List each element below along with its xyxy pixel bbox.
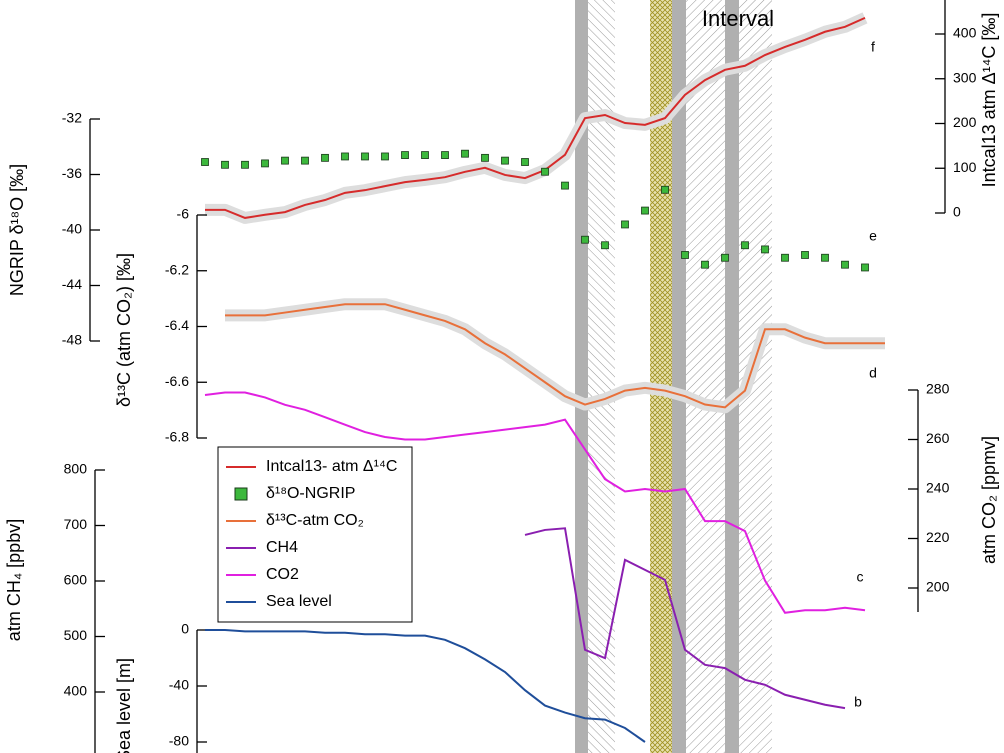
point bbox=[361, 152, 369, 161]
legend-label: CH4 bbox=[266, 539, 298, 556]
point bbox=[281, 156, 289, 165]
y-tick-label: -40 bbox=[169, 677, 189, 693]
y-tick-label: 500 bbox=[64, 627, 88, 643]
y-tick-label: 200 bbox=[953, 114, 977, 130]
y-tick-label: 800 bbox=[64, 461, 88, 477]
y-axis-label: δ¹³C (atm CO₂) [‰] bbox=[114, 253, 134, 407]
panel-letter: b bbox=[854, 694, 862, 710]
point bbox=[841, 260, 849, 269]
series-line bbox=[524, 527, 846, 710]
y-tick-label: -6 bbox=[177, 206, 190, 222]
point bbox=[241, 160, 249, 169]
point bbox=[581, 235, 589, 244]
point bbox=[621, 220, 629, 229]
point bbox=[221, 160, 229, 169]
point bbox=[301, 156, 309, 165]
y-tick-label: 200 bbox=[926, 579, 950, 595]
point bbox=[641, 206, 649, 215]
legend-label: Intcal13- atm Δ¹⁴C bbox=[266, 458, 397, 475]
y-tick-label: -32 bbox=[62, 110, 82, 126]
y-tick-label: 400 bbox=[64, 683, 88, 699]
point bbox=[781, 253, 789, 262]
interval-label: Interval bbox=[702, 6, 774, 31]
y-tick-label: 220 bbox=[926, 529, 950, 545]
point bbox=[681, 251, 689, 259]
point bbox=[561, 181, 569, 190]
point bbox=[401, 151, 409, 159]
y-tick-label: 400 bbox=[953, 25, 977, 41]
point bbox=[721, 253, 729, 262]
y-tick-label: 0 bbox=[181, 621, 189, 637]
grey-band bbox=[725, 0, 739, 753]
legend-label: δ¹⁸O-NGRIP bbox=[266, 485, 355, 502]
point bbox=[661, 185, 669, 194]
uncertainty-band bbox=[225, 298, 885, 414]
y-tick-label: -40 bbox=[62, 221, 82, 237]
grey-band bbox=[672, 0, 686, 753]
point bbox=[461, 149, 469, 158]
panel-letter: e bbox=[869, 228, 877, 244]
y-tick-label: 0 bbox=[953, 204, 961, 220]
panel-letter: f bbox=[871, 39, 875, 55]
point bbox=[501, 156, 509, 165]
y-tick-label: -6.8 bbox=[165, 429, 189, 445]
y-tick-label: -6.4 bbox=[165, 317, 189, 333]
y-axis-label: Sea level [m] bbox=[114, 658, 134, 753]
point bbox=[701, 260, 709, 269]
point bbox=[821, 253, 829, 262]
y-axis-label: Intcal13 atm Δ¹⁴C [‰] bbox=[979, 13, 999, 188]
legend-label: δ¹³C-atm CO₂ bbox=[266, 512, 364, 529]
y-tick-label: 600 bbox=[64, 572, 88, 588]
point bbox=[381, 152, 389, 161]
y-tick-label: 300 bbox=[953, 69, 977, 85]
y-tick-label: -6.6 bbox=[165, 373, 189, 389]
y-tick-label: -6.2 bbox=[165, 261, 189, 277]
y-axis-label: NGRIP δ¹⁸O [‰] bbox=[7, 164, 27, 296]
point bbox=[861, 263, 869, 272]
y-axis-label: atm CH₄ [ppbv] bbox=[4, 519, 24, 641]
y-tick-label: -80 bbox=[169, 733, 189, 749]
legend-label: Sea level bbox=[266, 593, 332, 610]
legend-label: CO2 bbox=[266, 566, 299, 583]
legend-swatch bbox=[234, 487, 248, 501]
point bbox=[521, 158, 529, 166]
point bbox=[321, 153, 329, 162]
legend: Intcal13- atm Δ¹⁴C δ¹⁸O-NGRIP δ¹³C-atm CO₂… bbox=[217, 446, 413, 623]
point bbox=[741, 241, 749, 250]
point bbox=[341, 152, 349, 161]
point bbox=[541, 167, 549, 176]
panel-letter: c bbox=[857, 569, 864, 585]
panel-letter: d bbox=[869, 365, 877, 381]
point bbox=[261, 159, 269, 168]
y-tick-label: 700 bbox=[64, 516, 88, 532]
point bbox=[801, 251, 809, 259]
y-tick-label: -44 bbox=[62, 276, 82, 292]
point bbox=[601, 241, 609, 250]
point bbox=[441, 151, 449, 159]
hatched-band bbox=[686, 0, 725, 753]
y-tick-label: -48 bbox=[62, 332, 82, 348]
point bbox=[201, 158, 209, 166]
grey-band bbox=[575, 0, 588, 753]
point bbox=[761, 245, 769, 254]
point bbox=[481, 153, 489, 162]
point bbox=[421, 151, 429, 159]
y-axis-label: atm CO₂ [ppmv] bbox=[979, 436, 999, 564]
series-line bbox=[225, 303, 885, 409]
series-line bbox=[205, 16, 866, 219]
y-tick-label: 240 bbox=[926, 480, 950, 496]
legend-box bbox=[217, 446, 413, 623]
y-tick-label: 100 bbox=[953, 159, 977, 175]
y-tick-label: -36 bbox=[62, 165, 82, 181]
series-line bbox=[204, 391, 866, 614]
y-tick-label: 260 bbox=[926, 430, 950, 446]
y-tick-label: 280 bbox=[926, 381, 950, 397]
series-line bbox=[205, 629, 646, 743]
